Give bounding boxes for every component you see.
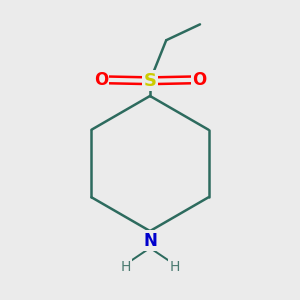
Text: S: S <box>143 72 157 90</box>
Text: O: O <box>192 71 206 89</box>
Text: H: H <box>121 260 131 274</box>
Text: O: O <box>94 71 108 89</box>
Text: H: H <box>169 260 179 274</box>
Text: N: N <box>143 232 157 250</box>
